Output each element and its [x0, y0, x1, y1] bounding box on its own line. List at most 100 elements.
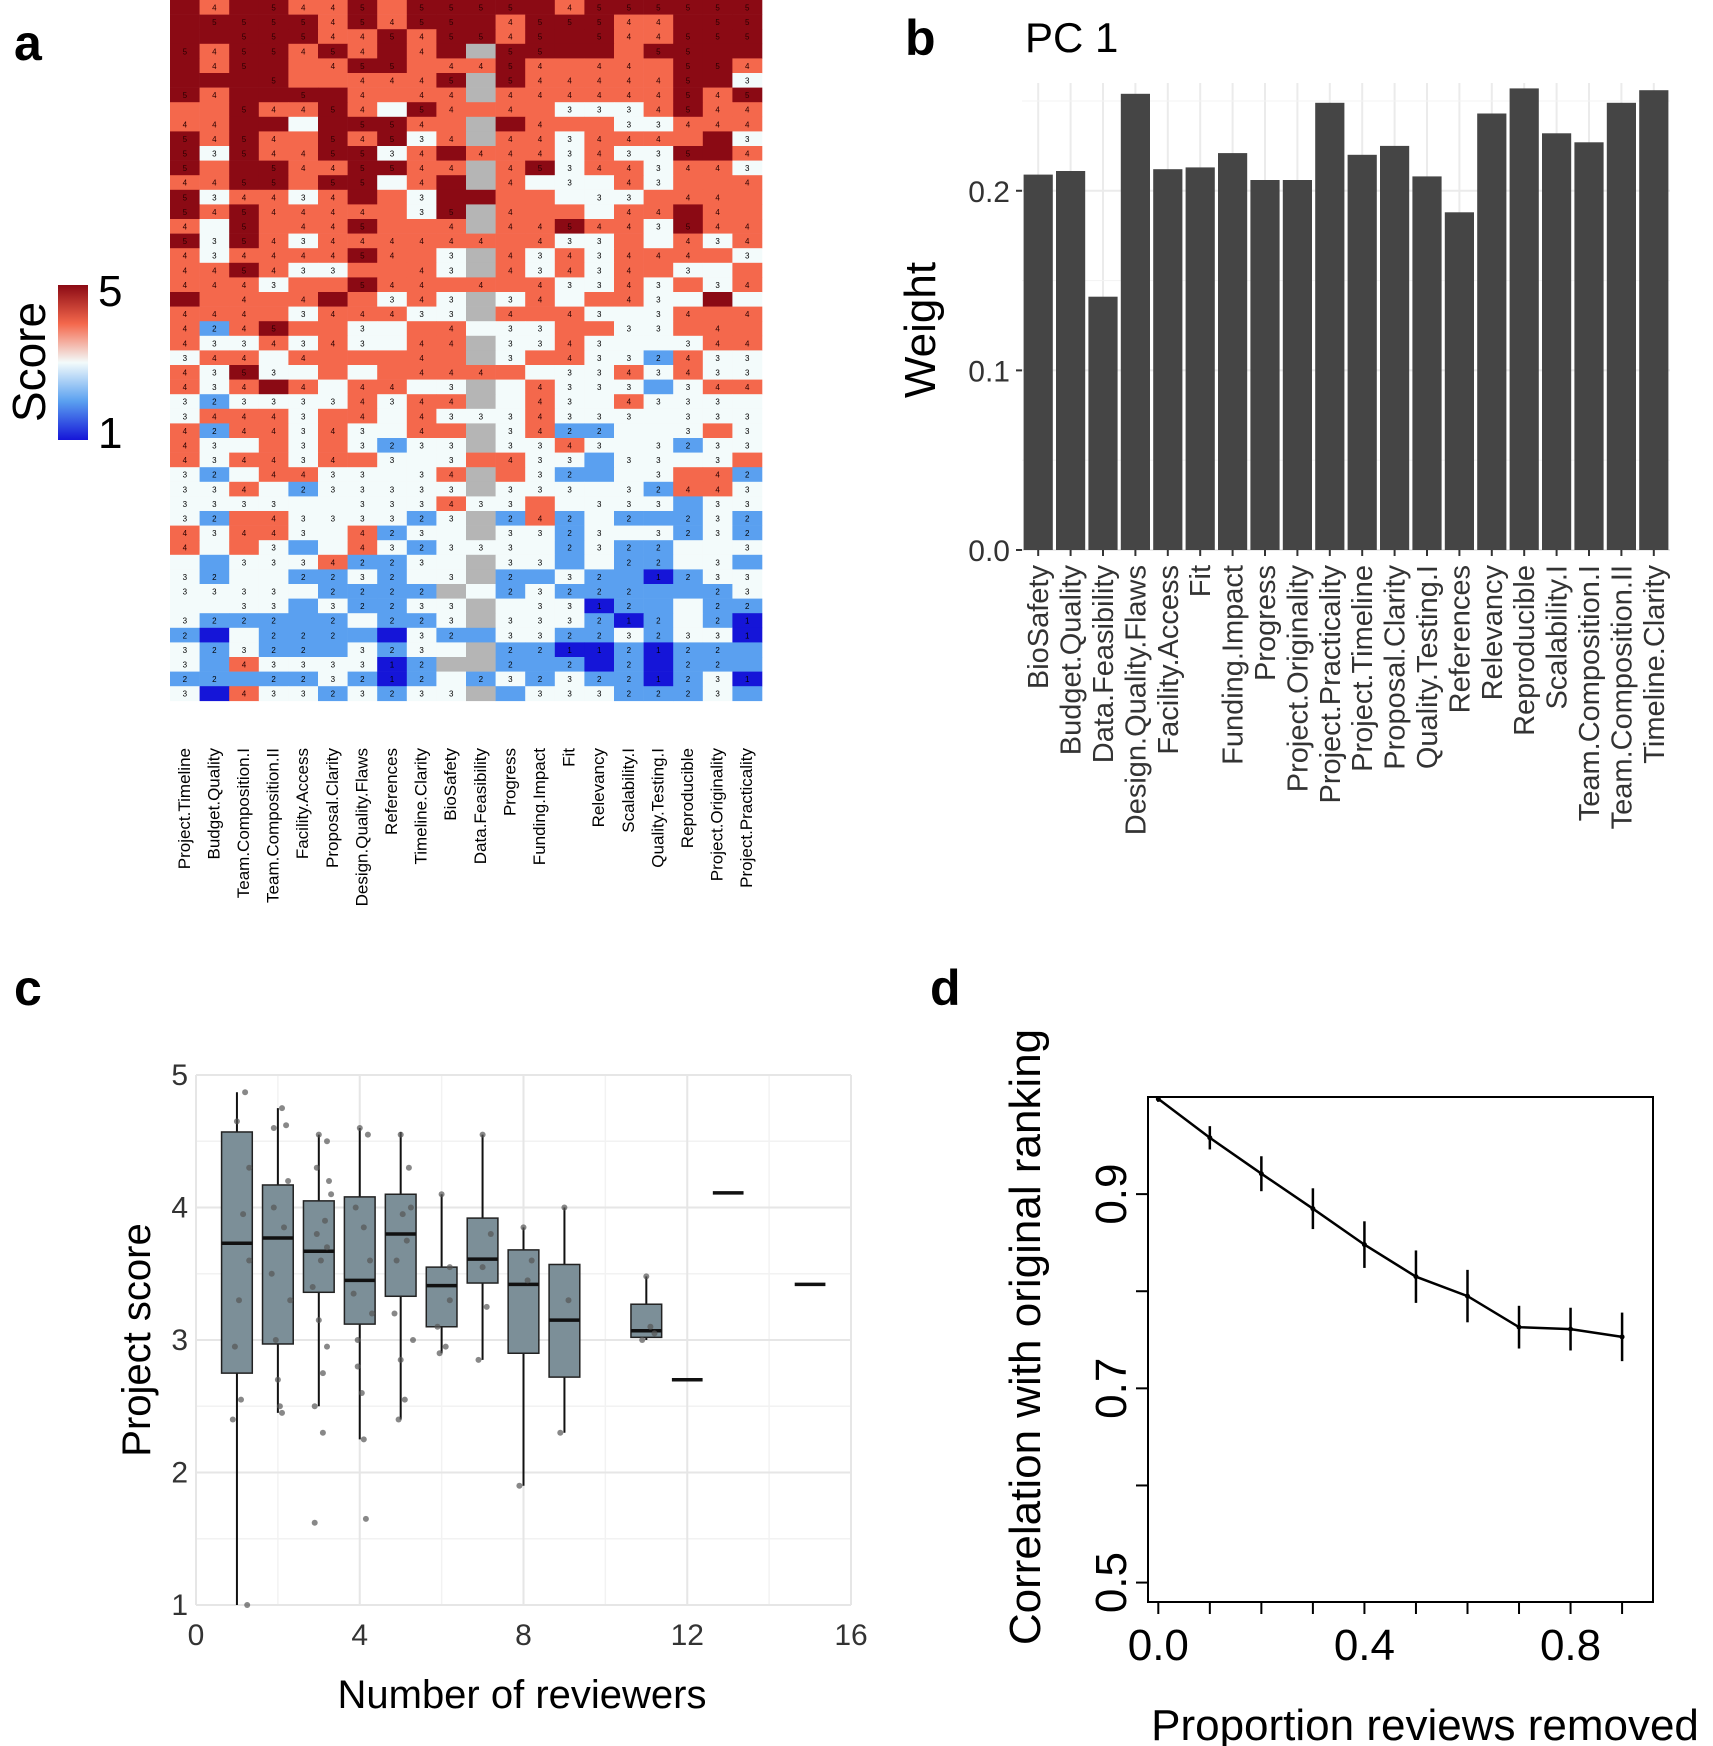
- heatmap-cell: [170, 102, 200, 118]
- heatmap-cell-value: 3: [271, 661, 276, 670]
- data-point: [639, 1337, 646, 1343]
- heatmap-cell-value: 3: [686, 427, 691, 436]
- heatmap-cell: [347, 569, 378, 585]
- heatmap-cell-value: 4: [183, 529, 188, 538]
- heatmap-cell-value: 3: [745, 442, 750, 451]
- heatmap-cell: [318, 43, 348, 59]
- heatmap-cell-value: 3: [271, 588, 276, 597]
- heatmap-cell: [702, 467, 733, 483]
- heatmap-cell: [199, 481, 230, 497]
- heatmap-cell: [199, 423, 230, 439]
- heatmap-cell: [584, 394, 615, 410]
- heatmap-cell: [436, 408, 467, 424]
- heatmap-cell: [525, 160, 556, 176]
- heatmap-cell: [347, 525, 378, 541]
- heatmap-cell-value: 2: [686, 675, 691, 684]
- heatmap-cell-value: 4: [301, 296, 306, 305]
- heatmap-cell-value: 5: [715, 4, 720, 13]
- heatmap-cell: [406, 131, 437, 147]
- heatmap-cell: [584, 87, 615, 103]
- heatmap-cell-value: 3: [212, 383, 217, 392]
- heatmap-cell: [525, 14, 556, 30]
- heatmap-cell: [702, 540, 733, 556]
- bar: [1023, 174, 1053, 550]
- heatmap-cell: [584, 438, 615, 453]
- heatmap-cell: [318, 540, 348, 556]
- heatmap-cell: [170, 189, 200, 205]
- heatmap-cell-value: 4: [538, 412, 543, 421]
- heatmap-cell-value: 2: [508, 661, 513, 670]
- heatmap-cell-value: 2: [508, 646, 513, 655]
- heatmap-cell-value: 4: [538, 91, 543, 100]
- heatmap-cell: [466, 73, 496, 88]
- heatmap-cell: [170, 452, 200, 468]
- heatmap-cell-value: 4: [627, 62, 632, 71]
- heatmap-cell: [318, 569, 348, 585]
- heatmap-cell-value: 4: [301, 208, 306, 217]
- heatmap-cell-value: 4: [715, 325, 720, 334]
- heatmap-cell-value: 5: [479, 4, 484, 13]
- heatmap-cell: [229, 116, 260, 132]
- heatmap-cell: [436, 525, 467, 541]
- heatmap-cell: [702, 569, 733, 585]
- heatmap-cell: [702, 657, 733, 672]
- heatmap-cell: [702, 189, 733, 205]
- heatmap-cell: [406, 73, 437, 88]
- heatmap-cell: [584, 292, 615, 307]
- heatmap-cell: [673, 43, 704, 59]
- heatmap-cell: [702, 87, 733, 103]
- heatmap-cell-value: 4: [627, 33, 632, 42]
- heatmap-cell: [229, 0, 260, 15]
- heatmap-cell-value: 4: [508, 179, 513, 188]
- heatmap-cell-value: 4: [538, 296, 543, 305]
- heatmap-cell: [318, 233, 348, 249]
- heatmap-cell-value: 2: [656, 690, 661, 699]
- data-point: [434, 1323, 441, 1330]
- heatmap-cell-value: 3: [538, 471, 543, 480]
- heatmap-cell: [406, 598, 437, 614]
- heatmap-cell-value: 5: [242, 135, 247, 144]
- x-tick-label: 8: [515, 1619, 532, 1652]
- y-axis-label: Correlation with original ranking: [1001, 1029, 1050, 1645]
- heatmap-cell-value: 2: [656, 544, 661, 553]
- heatmap-cell-value: 5: [686, 106, 691, 115]
- heatmap-cell-value: 4: [390, 383, 395, 392]
- heatmap-cell-value: 4: [715, 91, 720, 100]
- heatmap-cell: [170, 321, 200, 337]
- heatmap-cell-value: 4: [331, 164, 336, 173]
- heatmap-cell-value: 4: [212, 135, 217, 144]
- heatmap-cell: [199, 467, 230, 483]
- heatmap-cell: [643, 219, 674, 234]
- heatmap-cell: [436, 481, 467, 497]
- heatmap-cell-value: 3: [419, 500, 424, 509]
- heatmap-cell-value: 1: [656, 675, 661, 684]
- heatmap-cell: [170, 204, 200, 220]
- heatmap-cell: [495, 321, 526, 337]
- heatmap-cell-value: 4: [538, 515, 543, 524]
- heatmap-cell-value: 3: [419, 529, 424, 538]
- data-point: [391, 1310, 398, 1317]
- heatmap-cell-value: 4: [597, 77, 602, 86]
- heatmap-cell: [347, 657, 378, 672]
- heatmap-cell: [170, 262, 200, 278]
- heatmap-cell-value: 3: [360, 485, 365, 494]
- heatmap-cell: [288, 408, 319, 424]
- heatmap-cell: [614, 87, 644, 103]
- heatmap-cell-value: 2: [627, 602, 632, 611]
- heatmap-column-label: Budget.Quality: [204, 748, 223, 860]
- heatmap-cell: [199, 219, 230, 234]
- heatmap-cell: [614, 365, 644, 380]
- heatmap-cell: [673, 131, 704, 147]
- heatmap-cell: [614, 146, 644, 161]
- heatmap-cell-value: 2: [271, 617, 276, 626]
- heatmap-cell-value: 3: [419, 631, 424, 640]
- heatmap-cell: [466, 350, 496, 366]
- heatmap-cell: [170, 423, 200, 439]
- heatmap-cell: [258, 350, 289, 366]
- box-body: [425, 1266, 458, 1328]
- heatmap-cell: [229, 438, 260, 453]
- heatmap-cell: [554, 365, 585, 380]
- heatmap-cell: [436, 175, 467, 191]
- x-tick-label: Team.Composition.II: [1606, 565, 1638, 829]
- heatmap-cell: [347, 540, 378, 556]
